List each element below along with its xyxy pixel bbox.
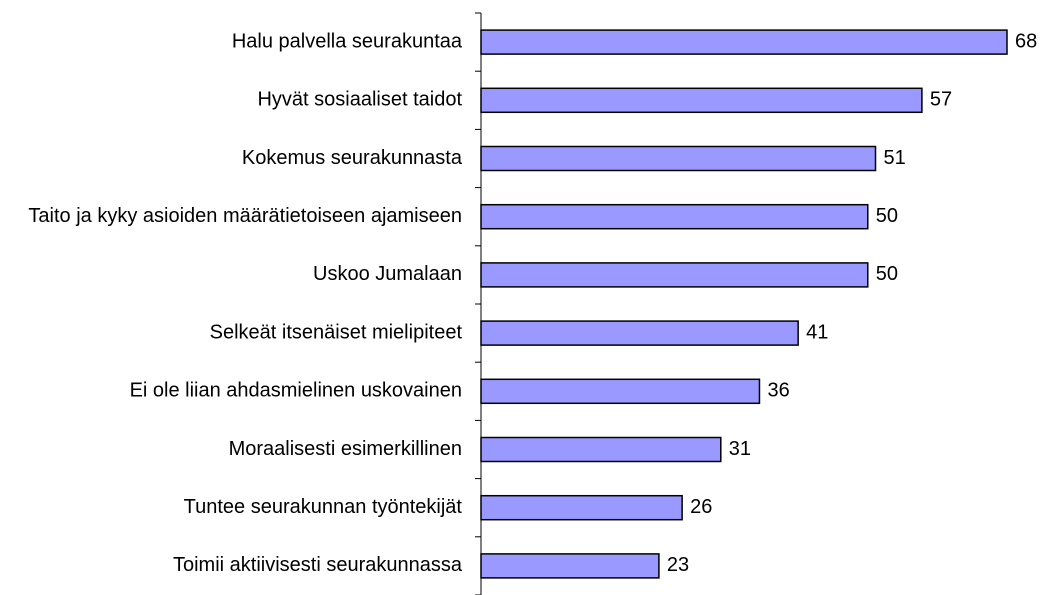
bar [480, 553, 660, 579]
category-label: Ei ole liian ahdasmielinen uskovainen [130, 380, 462, 402]
bar [480, 378, 761, 405]
category-label: Moraalisesti esimerkillinen [229, 438, 462, 460]
bar [480, 87, 923, 114]
value-label: 26 [690, 496, 712, 518]
category-label: Taito ja kyky asioiden määrätietoiseen a… [28, 205, 462, 227]
category-label: Uskoo Jumalaan [313, 263, 462, 285]
category-label: Toimii aktiivisesti seurakunnassa [173, 554, 463, 576]
category-label: Hyvät sosiaaliset taidot [257, 89, 462, 111]
bar [480, 262, 869, 288]
value-label: 51 [884, 147, 906, 169]
value-label: 57 [930, 89, 952, 111]
value-label: 36 [767, 380, 789, 402]
category-label: Selkeät itsenäiset mielipiteet [210, 321, 463, 343]
bar [480, 203, 869, 230]
category-label: Tuntee seurakunnan työntekijät [184, 496, 463, 518]
value-label: 23 [667, 554, 689, 576]
category-label: Kokemus seurakunnasta [242, 147, 463, 169]
value-label: 50 [876, 263, 898, 285]
bar [480, 29, 1008, 55]
bar [480, 436, 722, 463]
value-label: 31 [729, 438, 751, 460]
category-label: Halu palvella seurakuntaa [232, 30, 463, 52]
bar [480, 145, 877, 172]
bar [480, 320, 799, 346]
bar [480, 494, 683, 521]
value-label: 50 [876, 205, 898, 227]
value-label: 41 [806, 321, 828, 343]
value-label: 68 [1015, 30, 1037, 52]
